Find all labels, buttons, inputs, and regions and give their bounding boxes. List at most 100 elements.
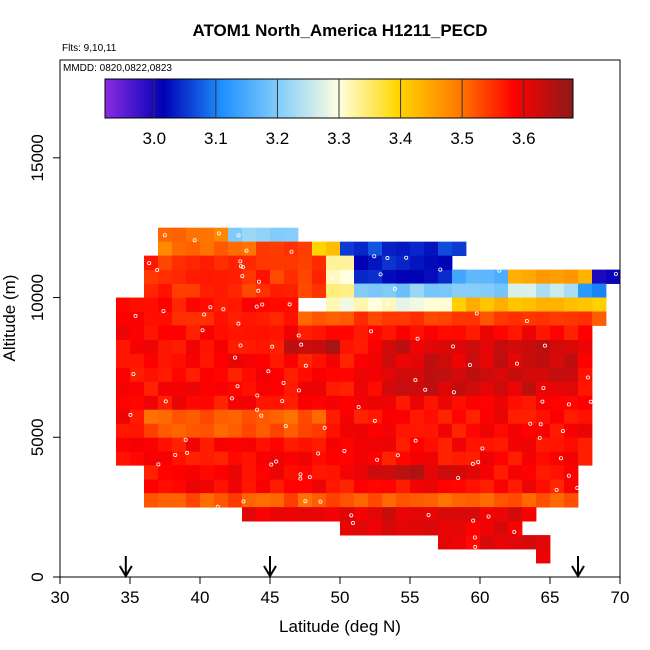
sample-point <box>342 448 347 453</box>
heatmap-cell <box>396 255 411 270</box>
x-tick-label: 45 <box>261 588 280 607</box>
heatmap-cell <box>144 255 159 270</box>
heatmap-cell <box>508 521 523 536</box>
heatmap-cell <box>578 451 593 466</box>
heatmap-cell <box>592 311 607 326</box>
heatmap-cell <box>256 381 271 396</box>
heatmap-cell <box>452 521 467 536</box>
heatmap-cell <box>396 381 411 396</box>
sample-point <box>473 544 478 549</box>
heatmap-cell <box>466 507 481 522</box>
heatmap-cell <box>228 423 243 438</box>
sample-point <box>238 264 243 269</box>
heatmap-cell <box>228 339 243 354</box>
heatmap-cell <box>396 423 411 438</box>
heatmap-cell <box>438 437 453 452</box>
heatmap-cell <box>410 255 425 270</box>
heatmap-cell <box>116 409 131 424</box>
heatmap-cell <box>452 311 467 326</box>
flight-arrows <box>118 556 585 578</box>
heatmap-cell <box>340 311 355 326</box>
heatmap-cell <box>116 339 131 354</box>
sample-point <box>235 384 240 389</box>
sample-point <box>560 428 565 433</box>
heatmap-cell <box>340 493 355 508</box>
sample-point <box>322 425 327 430</box>
sample-point <box>240 274 245 279</box>
heatmap-cell <box>564 325 579 340</box>
heatmap-cell <box>284 465 299 480</box>
heatmap-cell <box>256 339 271 354</box>
heatmap-cell <box>382 283 397 298</box>
heatmap-cell <box>242 409 257 424</box>
heatmap-cell <box>396 521 411 536</box>
heatmap-cell <box>214 465 229 480</box>
heatmap-cell <box>256 465 271 480</box>
heatmap-cell <box>312 339 327 354</box>
sample-point <box>566 402 571 407</box>
heatmap-cell <box>368 255 383 270</box>
heatmap-cell <box>354 437 369 452</box>
heatmap-cell <box>242 437 257 452</box>
heatmap-cell <box>536 367 551 382</box>
heatmap-cell <box>158 311 173 326</box>
sample-point <box>554 487 559 492</box>
heatmap-cell <box>396 395 411 410</box>
heatmap-cell <box>452 409 467 424</box>
heatmap-cell <box>172 353 187 368</box>
heatmap-cell <box>270 507 285 522</box>
sample-point <box>438 267 443 272</box>
heatmap-cell <box>284 437 299 452</box>
heatmap-cell <box>508 507 523 522</box>
heatmap-cell <box>438 283 453 298</box>
heatmap-cell <box>424 465 439 480</box>
heatmap-cell <box>326 339 341 354</box>
heatmap-cell <box>508 269 523 284</box>
sample-point <box>156 462 161 467</box>
heatmap-cell <box>536 451 551 466</box>
heatmap-cell <box>256 297 271 312</box>
heatmap-cell <box>172 493 187 508</box>
heatmap-cell <box>536 409 551 424</box>
colorbar-tick-label: 3.1 <box>204 129 228 148</box>
sample-point <box>254 304 259 309</box>
heatmap-cell <box>494 311 509 326</box>
sample-point <box>474 311 479 316</box>
heatmap-cell <box>578 381 593 396</box>
sample-point <box>558 456 563 461</box>
heatmap-cell <box>200 409 215 424</box>
sample-point <box>217 231 222 236</box>
heatmap-cell <box>172 479 187 494</box>
heatmap-cell <box>410 325 425 340</box>
sample-point <box>202 312 207 317</box>
sample-point <box>385 256 390 261</box>
heatmap-cell <box>564 479 579 494</box>
heatmap-cell <box>522 409 537 424</box>
heatmap-cell <box>550 423 565 438</box>
heatmap-cell <box>200 465 215 480</box>
heatmap-cell <box>214 353 229 368</box>
heatmap-cell <box>508 437 523 452</box>
heatmap-cell <box>270 227 285 243</box>
sample-point <box>613 271 618 276</box>
heatmap-cell <box>410 241 425 257</box>
heatmap-cell <box>116 367 131 382</box>
heatmap-cell <box>564 339 579 354</box>
heatmap-cell <box>298 339 313 354</box>
heatmap-cell <box>550 493 565 508</box>
heatmap-cell <box>200 395 215 410</box>
heatmap-cell <box>452 535 467 550</box>
heatmap-cell <box>396 437 411 452</box>
heatmap-cell <box>410 493 425 508</box>
y-axis-label: Altitude (m) <box>0 275 19 362</box>
heatmap-cell <box>452 325 467 340</box>
down-arrow-icon <box>118 556 133 578</box>
heatmap-cell <box>410 311 425 326</box>
heatmap-cell <box>578 367 593 382</box>
heatmap-cell <box>550 395 565 410</box>
heatmap-cell <box>480 479 495 494</box>
heatmap-cell <box>578 269 593 284</box>
x-tick-label: 60 <box>471 588 490 607</box>
heatmap-cell <box>354 381 369 396</box>
heatmap-cell <box>480 465 495 480</box>
